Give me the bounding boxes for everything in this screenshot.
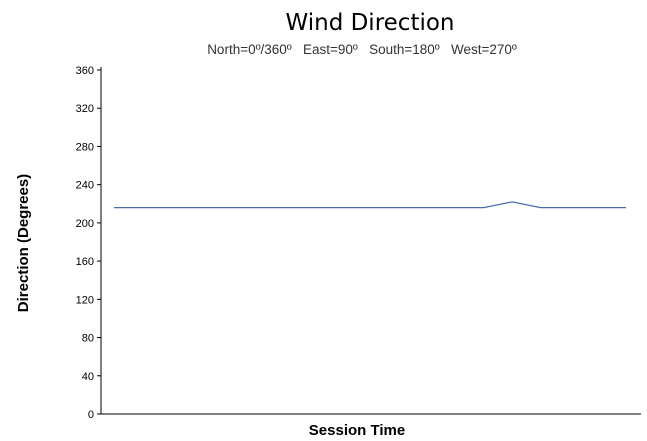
y-tick-label: 80 bbox=[82, 333, 94, 345]
data-point bbox=[483, 207, 485, 209]
y-tick-label: 240 bbox=[76, 180, 94, 192]
chart-subtitle: North=0º/360º East=90º South=180º West=2… bbox=[207, 42, 517, 57]
data-point bbox=[426, 207, 428, 209]
data-point bbox=[369, 207, 371, 209]
series-line bbox=[114, 201, 626, 209]
data-point bbox=[568, 207, 570, 209]
y-tick-label: 200 bbox=[76, 218, 94, 230]
y-tick-label: 0 bbox=[88, 409, 94, 421]
y-tick-label: 120 bbox=[76, 294, 94, 306]
y-tick-label: 160 bbox=[76, 256, 94, 268]
data-point bbox=[312, 207, 314, 209]
data-point bbox=[199, 207, 201, 209]
data-point bbox=[455, 207, 457, 209]
y-tick-label: 320 bbox=[76, 103, 94, 115]
data-point bbox=[341, 207, 343, 209]
data-point bbox=[540, 207, 542, 209]
data-point bbox=[398, 207, 400, 209]
data-point bbox=[227, 207, 229, 209]
chart-title: Wind Direction bbox=[285, 10, 454, 36]
data-point bbox=[255, 207, 257, 209]
data-point bbox=[284, 207, 286, 209]
y-tick-label: 280 bbox=[76, 141, 94, 153]
data-point bbox=[511, 201, 513, 203]
data-point bbox=[170, 207, 172, 209]
y-axis-label: Direction (Degrees) bbox=[15, 174, 32, 312]
data-point bbox=[597, 207, 599, 209]
data-point bbox=[625, 207, 627, 209]
y-tick-label: 40 bbox=[82, 371, 94, 383]
series-layer bbox=[113, 201, 627, 209]
data-point bbox=[113, 207, 115, 209]
y-tick-label: 360 bbox=[76, 65, 94, 77]
y-axis-ticks: 0 40 80 120 160 200 240 280 320 360 bbox=[76, 65, 101, 421]
data-point bbox=[142, 207, 144, 209]
x-axis-label: Session Time bbox=[309, 422, 405, 439]
